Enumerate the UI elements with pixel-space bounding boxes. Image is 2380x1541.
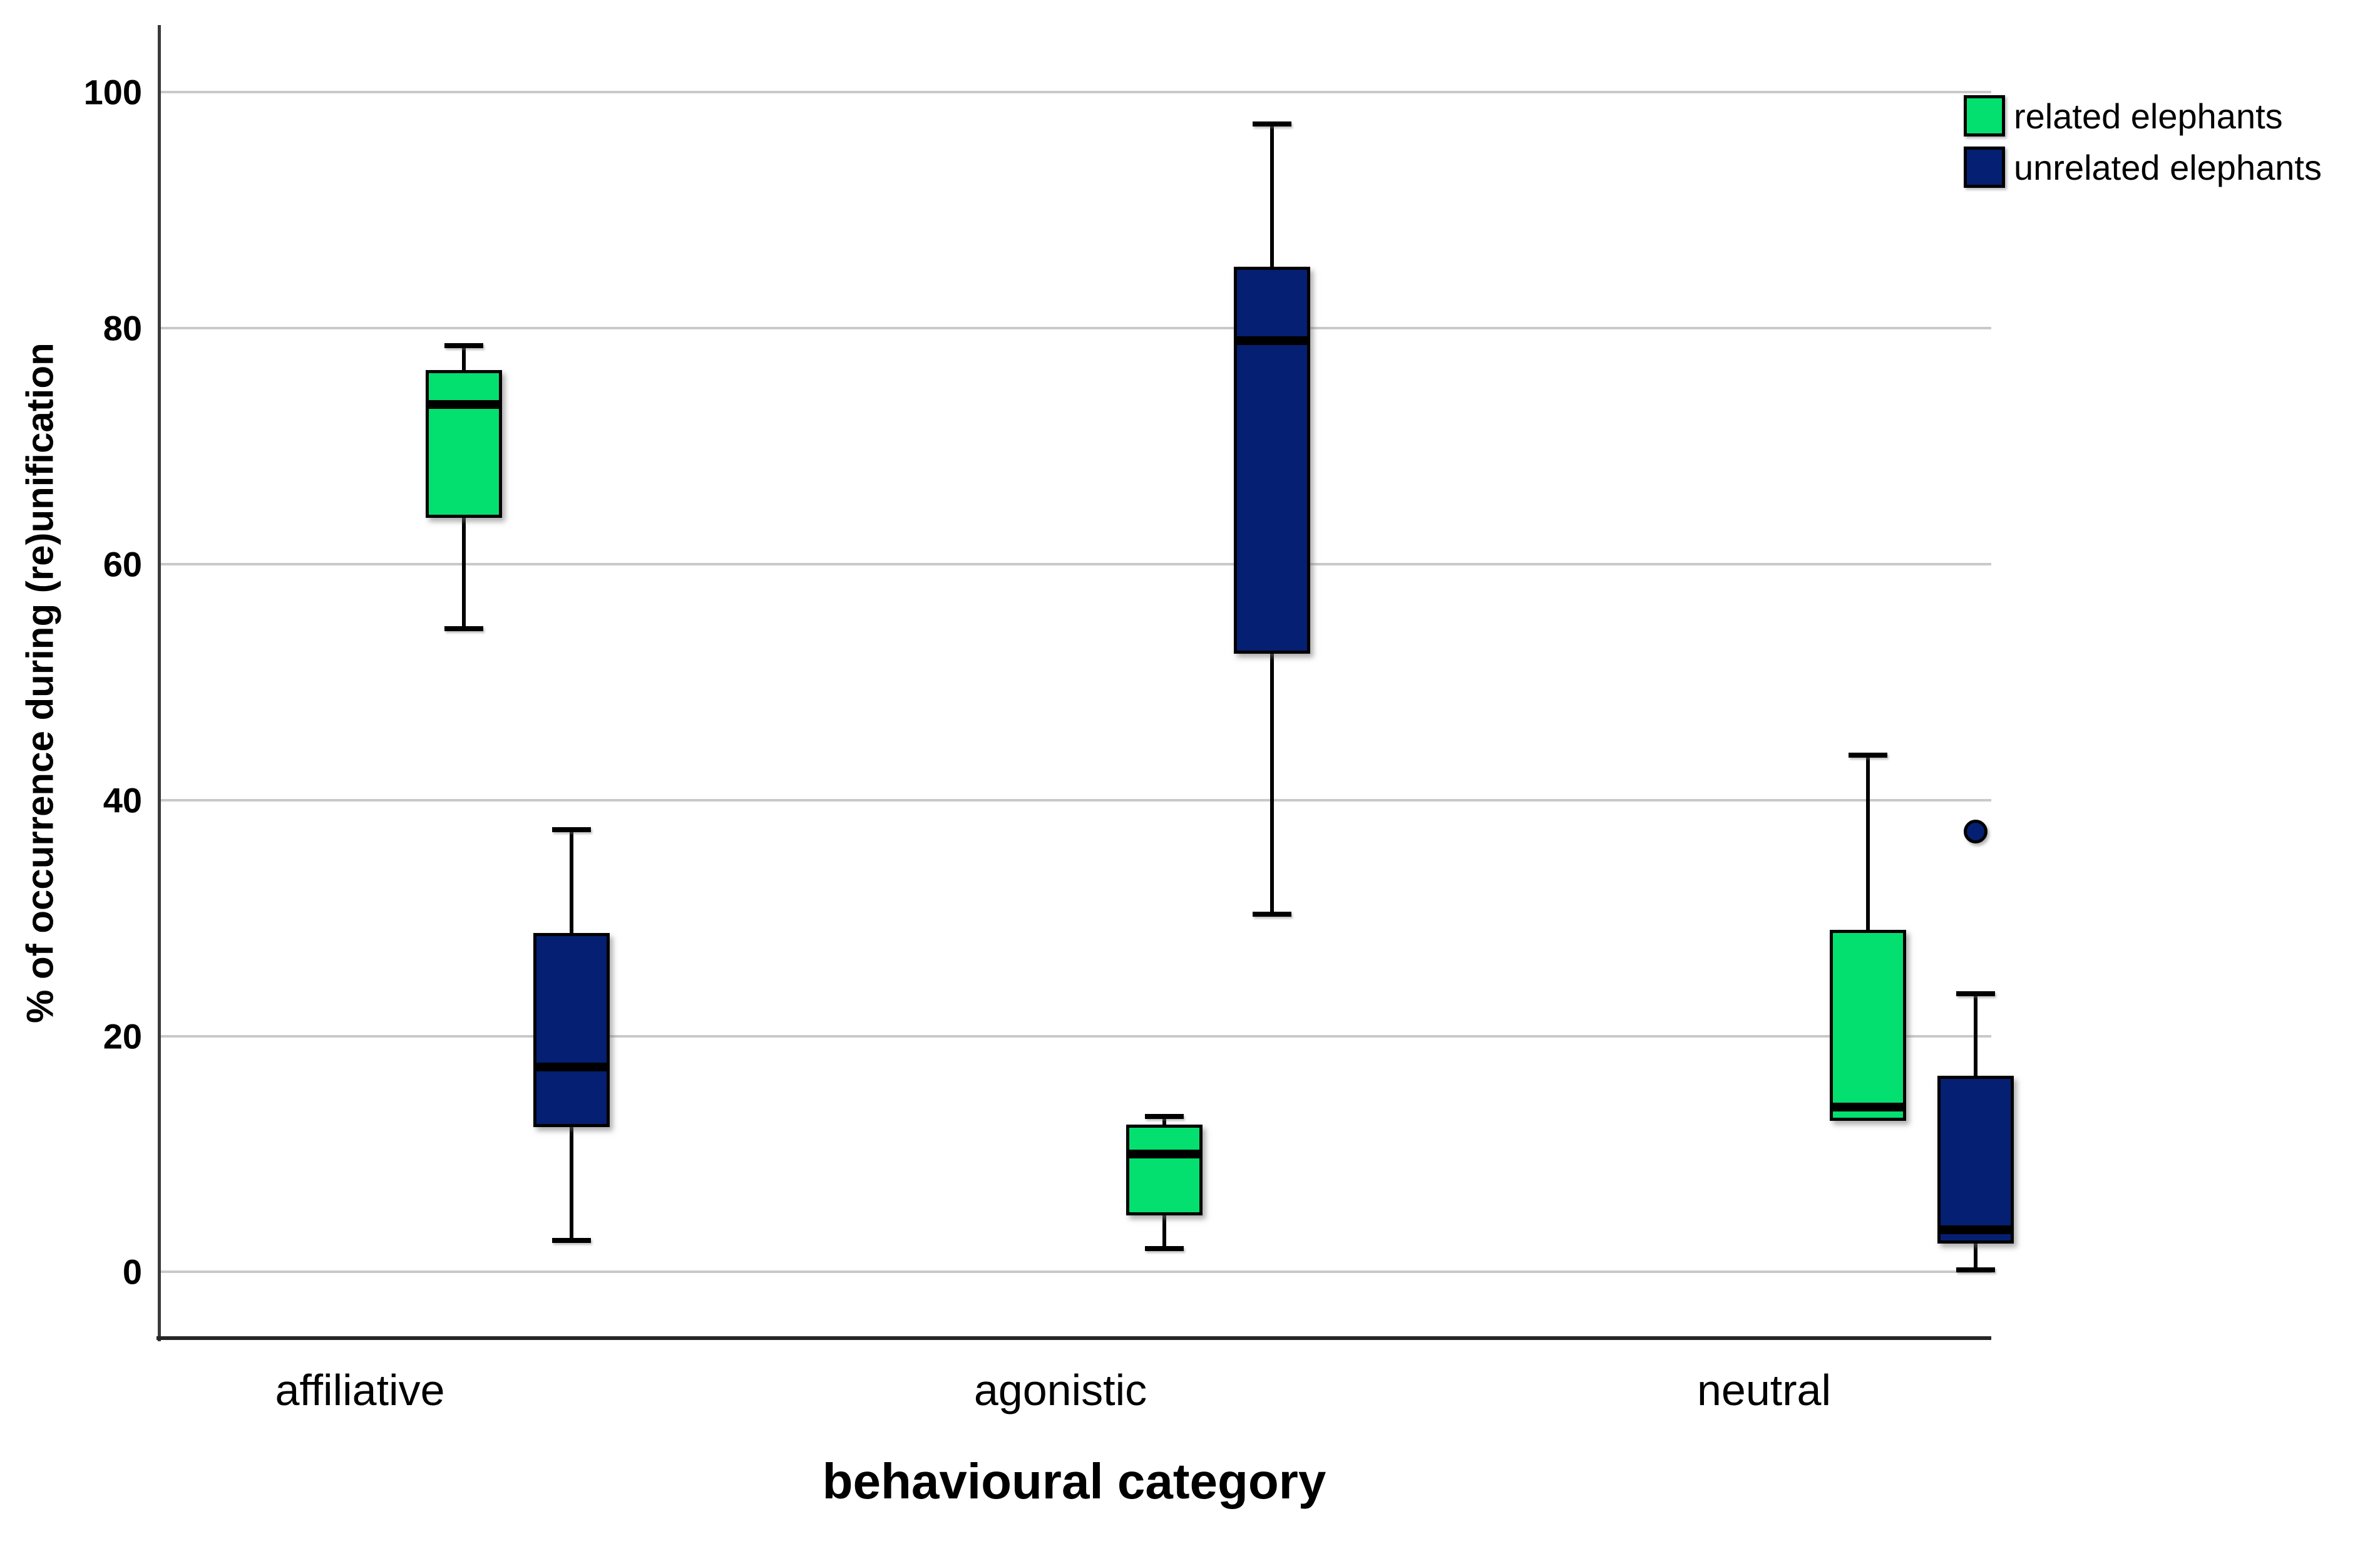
- legend-label-unrelated: unrelated elephants: [2014, 147, 2322, 187]
- y-tick-label: 40: [103, 780, 142, 820]
- legend-item-unrelated: unrelated elephants: [1964, 147, 2322, 188]
- whisker-cap-lower: [1956, 1267, 1995, 1272]
- gridline: [158, 1034, 1991, 1038]
- whisker-cap-upper: [1145, 1113, 1184, 1119]
- median-line: [1941, 1225, 2011, 1234]
- box-rect: [533, 933, 610, 1127]
- legend: related elephants unrelated elephants: [1964, 95, 2322, 198]
- whisker-upper: [570, 829, 573, 935]
- whisker-cap-lower: [444, 626, 483, 632]
- median-line: [1833, 1102, 1903, 1111]
- whisker-upper: [462, 345, 466, 372]
- whisker-lower: [462, 517, 466, 629]
- x-category-label: agonistic: [973, 1366, 1147, 1415]
- box-rect: [1234, 266, 1310, 654]
- box-rect: [426, 370, 502, 518]
- x-category-label: affiliative: [275, 1366, 445, 1415]
- median-line: [1129, 1149, 1199, 1158]
- plot-area: [156, 25, 2014, 1341]
- legend-swatch-unrelated-icon: [1964, 147, 2005, 188]
- whisker-upper: [1162, 1116, 1166, 1126]
- box-rect: [1937, 1076, 2014, 1244]
- gridline: [158, 562, 1991, 565]
- gridline: [158, 798, 1991, 801]
- whisker-cap-lower: [552, 1237, 591, 1243]
- legend-item-related: related elephants: [1964, 95, 2322, 137]
- whisker-cap-upper: [1956, 991, 1995, 996]
- y-tick-label: 80: [103, 308, 142, 348]
- x-category-label: neutral: [1696, 1366, 1832, 1415]
- y-tick-label: 20: [103, 1016, 142, 1056]
- median-line: [429, 400, 499, 410]
- whisker-lower: [1270, 652, 1274, 915]
- whisker-lower: [1974, 1242, 1977, 1270]
- whisker-cap-upper: [444, 343, 483, 348]
- y-axis-title: % of occurrence during (re)unification: [19, 343, 61, 1024]
- legend-label-related: related elephants: [2014, 96, 2283, 136]
- x-axis-line: [156, 1336, 1991, 1340]
- x-axis-title: behavioural category: [822, 1453, 1326, 1509]
- whisker-cap-lower: [1253, 912, 1291, 917]
- whisker-lower: [570, 1125, 573, 1240]
- whisker-upper: [1866, 755, 1870, 931]
- whisker-cap-lower: [1145, 1245, 1184, 1251]
- legend-swatch-related-icon: [1964, 95, 2005, 137]
- y-tick-label: 60: [103, 544, 142, 584]
- whisker-cap-upper: [552, 827, 591, 832]
- box-rect: [1830, 929, 1906, 1121]
- whisker-cap-upper: [1849, 752, 1887, 758]
- whisker-cap-upper: [1253, 121, 1291, 126]
- gridline: [158, 1270, 1991, 1274]
- whisker-lower: [1162, 1214, 1166, 1249]
- median-line: [1237, 336, 1307, 346]
- whisker-upper: [1974, 993, 1977, 1078]
- y-axis-line: [158, 25, 161, 1341]
- gridline: [158, 90, 1991, 93]
- y-tick-label: 100: [83, 72, 142, 112]
- outlier-point: [1964, 820, 1988, 844]
- y-tick-label: 0: [122, 1252, 142, 1292]
- box-rect: [1126, 1124, 1203, 1216]
- gridline: [158, 326, 1991, 329]
- median-line: [536, 1062, 607, 1071]
- whisker-upper: [1270, 123, 1274, 268]
